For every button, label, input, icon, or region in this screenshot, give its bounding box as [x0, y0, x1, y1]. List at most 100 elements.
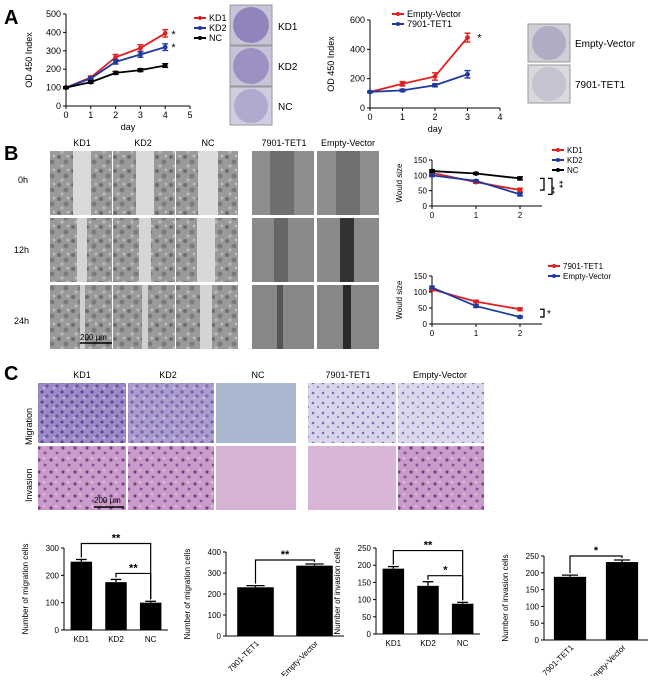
significance-bracket — [115, 572, 152, 600]
plate-label-nc: NC — [278, 102, 292, 113]
series-line-empty-vector — [369, 37, 469, 93]
data-point-kd1 — [113, 54, 118, 60]
y-tick-label: 400 — [46, 27, 61, 37]
y-axis-label: Number of invasion cells — [333, 547, 342, 634]
legend-marker — [552, 264, 556, 268]
c-row-label-invasion: Invasion — [24, 468, 34, 502]
legend-marker — [552, 274, 556, 278]
dish-kd1 — [233, 7, 269, 43]
invasion-empty-vector — [398, 446, 484, 510]
gap-7901-tet1-24h — [277, 285, 283, 349]
y-tick-label: 0 — [423, 202, 428, 211]
significance-mark: ** — [281, 549, 290, 561]
x-tick-label: NC — [457, 639, 469, 648]
data-point-kd1 — [138, 45, 143, 51]
bar-empty-vector — [605, 562, 639, 640]
bar-kd1 — [382, 568, 405, 634]
significance-mark: ** — [545, 186, 556, 194]
y-tick-label: 0 — [367, 630, 372, 639]
significance-bracket — [569, 555, 623, 574]
x-tick-label: KD1 — [74, 635, 90, 644]
y-tick-label: 200 — [526, 569, 540, 578]
plate-label-kd2: KD2 — [278, 62, 298, 73]
y-tick-label: 0 — [217, 632, 222, 641]
y-tick-label: 200 — [46, 64, 61, 74]
bar-nc — [139, 602, 162, 630]
x-tick-label: 0 — [367, 112, 372, 122]
series-line-kd2 — [431, 174, 521, 196]
colony-plates-overexpression: Empty-Vector 7901-TET1 — [527, 23, 636, 104]
x-tick-label: 0 — [430, 329, 435, 338]
plate-label-empty-vector: Empty-Vector — [575, 39, 636, 50]
y-tick-label: 200 — [358, 561, 372, 570]
significance-bracket — [540, 177, 545, 191]
y-tick-label: 100 — [526, 602, 540, 611]
y-tick-label: 600 — [350, 15, 365, 25]
legend-marker — [198, 16, 202, 20]
wound-grid-left — [50, 151, 238, 349]
x-tick-label: 3 — [138, 110, 143, 120]
transwell-images: KD1 KD2 NC 7901-TET1 Empty-Vector Migrat… — [24, 370, 484, 510]
x-tick-label: Empty-Vector — [280, 639, 321, 676]
y-tick-label: 100 — [46, 599, 60, 608]
gap-7901-tet1-12h — [274, 218, 288, 282]
data-point-nc — [138, 67, 143, 73]
bar-7901-tet1 — [553, 576, 587, 640]
data-point-kd2 — [429, 172, 435, 178]
gap-kd2-0h — [136, 151, 154, 215]
legend-label-nc: NC — [567, 166, 579, 175]
data-point-7901-tet1 — [473, 299, 479, 304]
bar-7901-tet1 — [237, 587, 274, 636]
x-tick-label: KD2 — [108, 635, 124, 644]
y-tick-label: 300 — [208, 569, 222, 578]
y-axis-label: Would size — [395, 163, 404, 203]
b-row-label-24h: 24h — [14, 316, 29, 326]
gap-kd1-0h — [73, 151, 91, 215]
y-tick-label: 0 — [535, 636, 540, 645]
chart-invasion-overexpression: 0 50 100 150 200 250 Number of invasion cells 7… — [501, 545, 648, 681]
legend-label-nc: NC — [209, 33, 222, 43]
bar-kd2 — [105, 582, 127, 630]
y-axis-label: Number of migration cells — [21, 544, 30, 635]
c-col-header-empty-vector: Empty-Vector — [413, 370, 467, 380]
y-tick-label: 100 — [414, 288, 428, 297]
b-row-label-0h: 0h — [18, 175, 28, 185]
legend-marker — [198, 26, 202, 30]
c-row-label-migration: Migration — [24, 408, 34, 445]
data-point-kd1 — [162, 30, 168, 36]
y-tick-label: 150 — [526, 586, 540, 595]
data-point-kd2 — [88, 76, 94, 81]
legend-label-kd1: KD1 — [209, 13, 227, 23]
plate-label-kd1: KD1 — [278, 22, 298, 33]
chart-wound-overexpression: 0 50 100 150 Would size 0 1 2 7901-TET1Empty-Vec… — [395, 262, 611, 338]
y-axis-label: Number of migration cells — [183, 549, 192, 640]
significance-mark: ** — [424, 540, 433, 552]
x-tick-label: 0 — [430, 211, 435, 220]
migration-empty-vector — [398, 383, 484, 443]
gap-kd1-12h — [77, 218, 87, 282]
data-point-7901-tet1 — [367, 89, 373, 95]
wound-healing-images: KD1 KD2 NC 7901-TET1 Empty-Vector 0h 12h… — [14, 138, 379, 349]
y-tick-label: 0 — [360, 103, 365, 113]
y-tick-label: 200 — [46, 571, 60, 580]
x-tick-label: 2 — [518, 329, 523, 338]
bar-kd1 — [70, 561, 93, 630]
y-tick-label: 100 — [46, 83, 61, 93]
data-point-7901-tet1 — [432, 82, 438, 88]
data-point-empty-vector — [473, 303, 479, 309]
significance-bracket — [80, 542, 152, 600]
legend-marker — [556, 158, 560, 162]
chart-cck8-knockdown: 0 100 200 300 400 500 OD 450 Index 0 1 2 3 4 5 day KD1… — [24, 9, 227, 132]
y-tick-label: 200 — [350, 74, 365, 84]
y-tick-label: 0 — [423, 320, 428, 329]
significance-bracket — [254, 559, 316, 584]
significance-mark: ** — [112, 532, 121, 544]
significance-mark: * — [547, 309, 551, 320]
y-axis-label: Number of invasion cells — [501, 554, 510, 641]
y-tick-label: 150 — [414, 156, 428, 165]
gap-nc-24h — [200, 285, 212, 349]
x-tick-label: 5 — [187, 110, 192, 120]
gap-kd2-12h — [139, 218, 151, 282]
b-col-header-kd2: KD2 — [134, 138, 152, 148]
y-tick-label: 100 — [358, 596, 372, 605]
